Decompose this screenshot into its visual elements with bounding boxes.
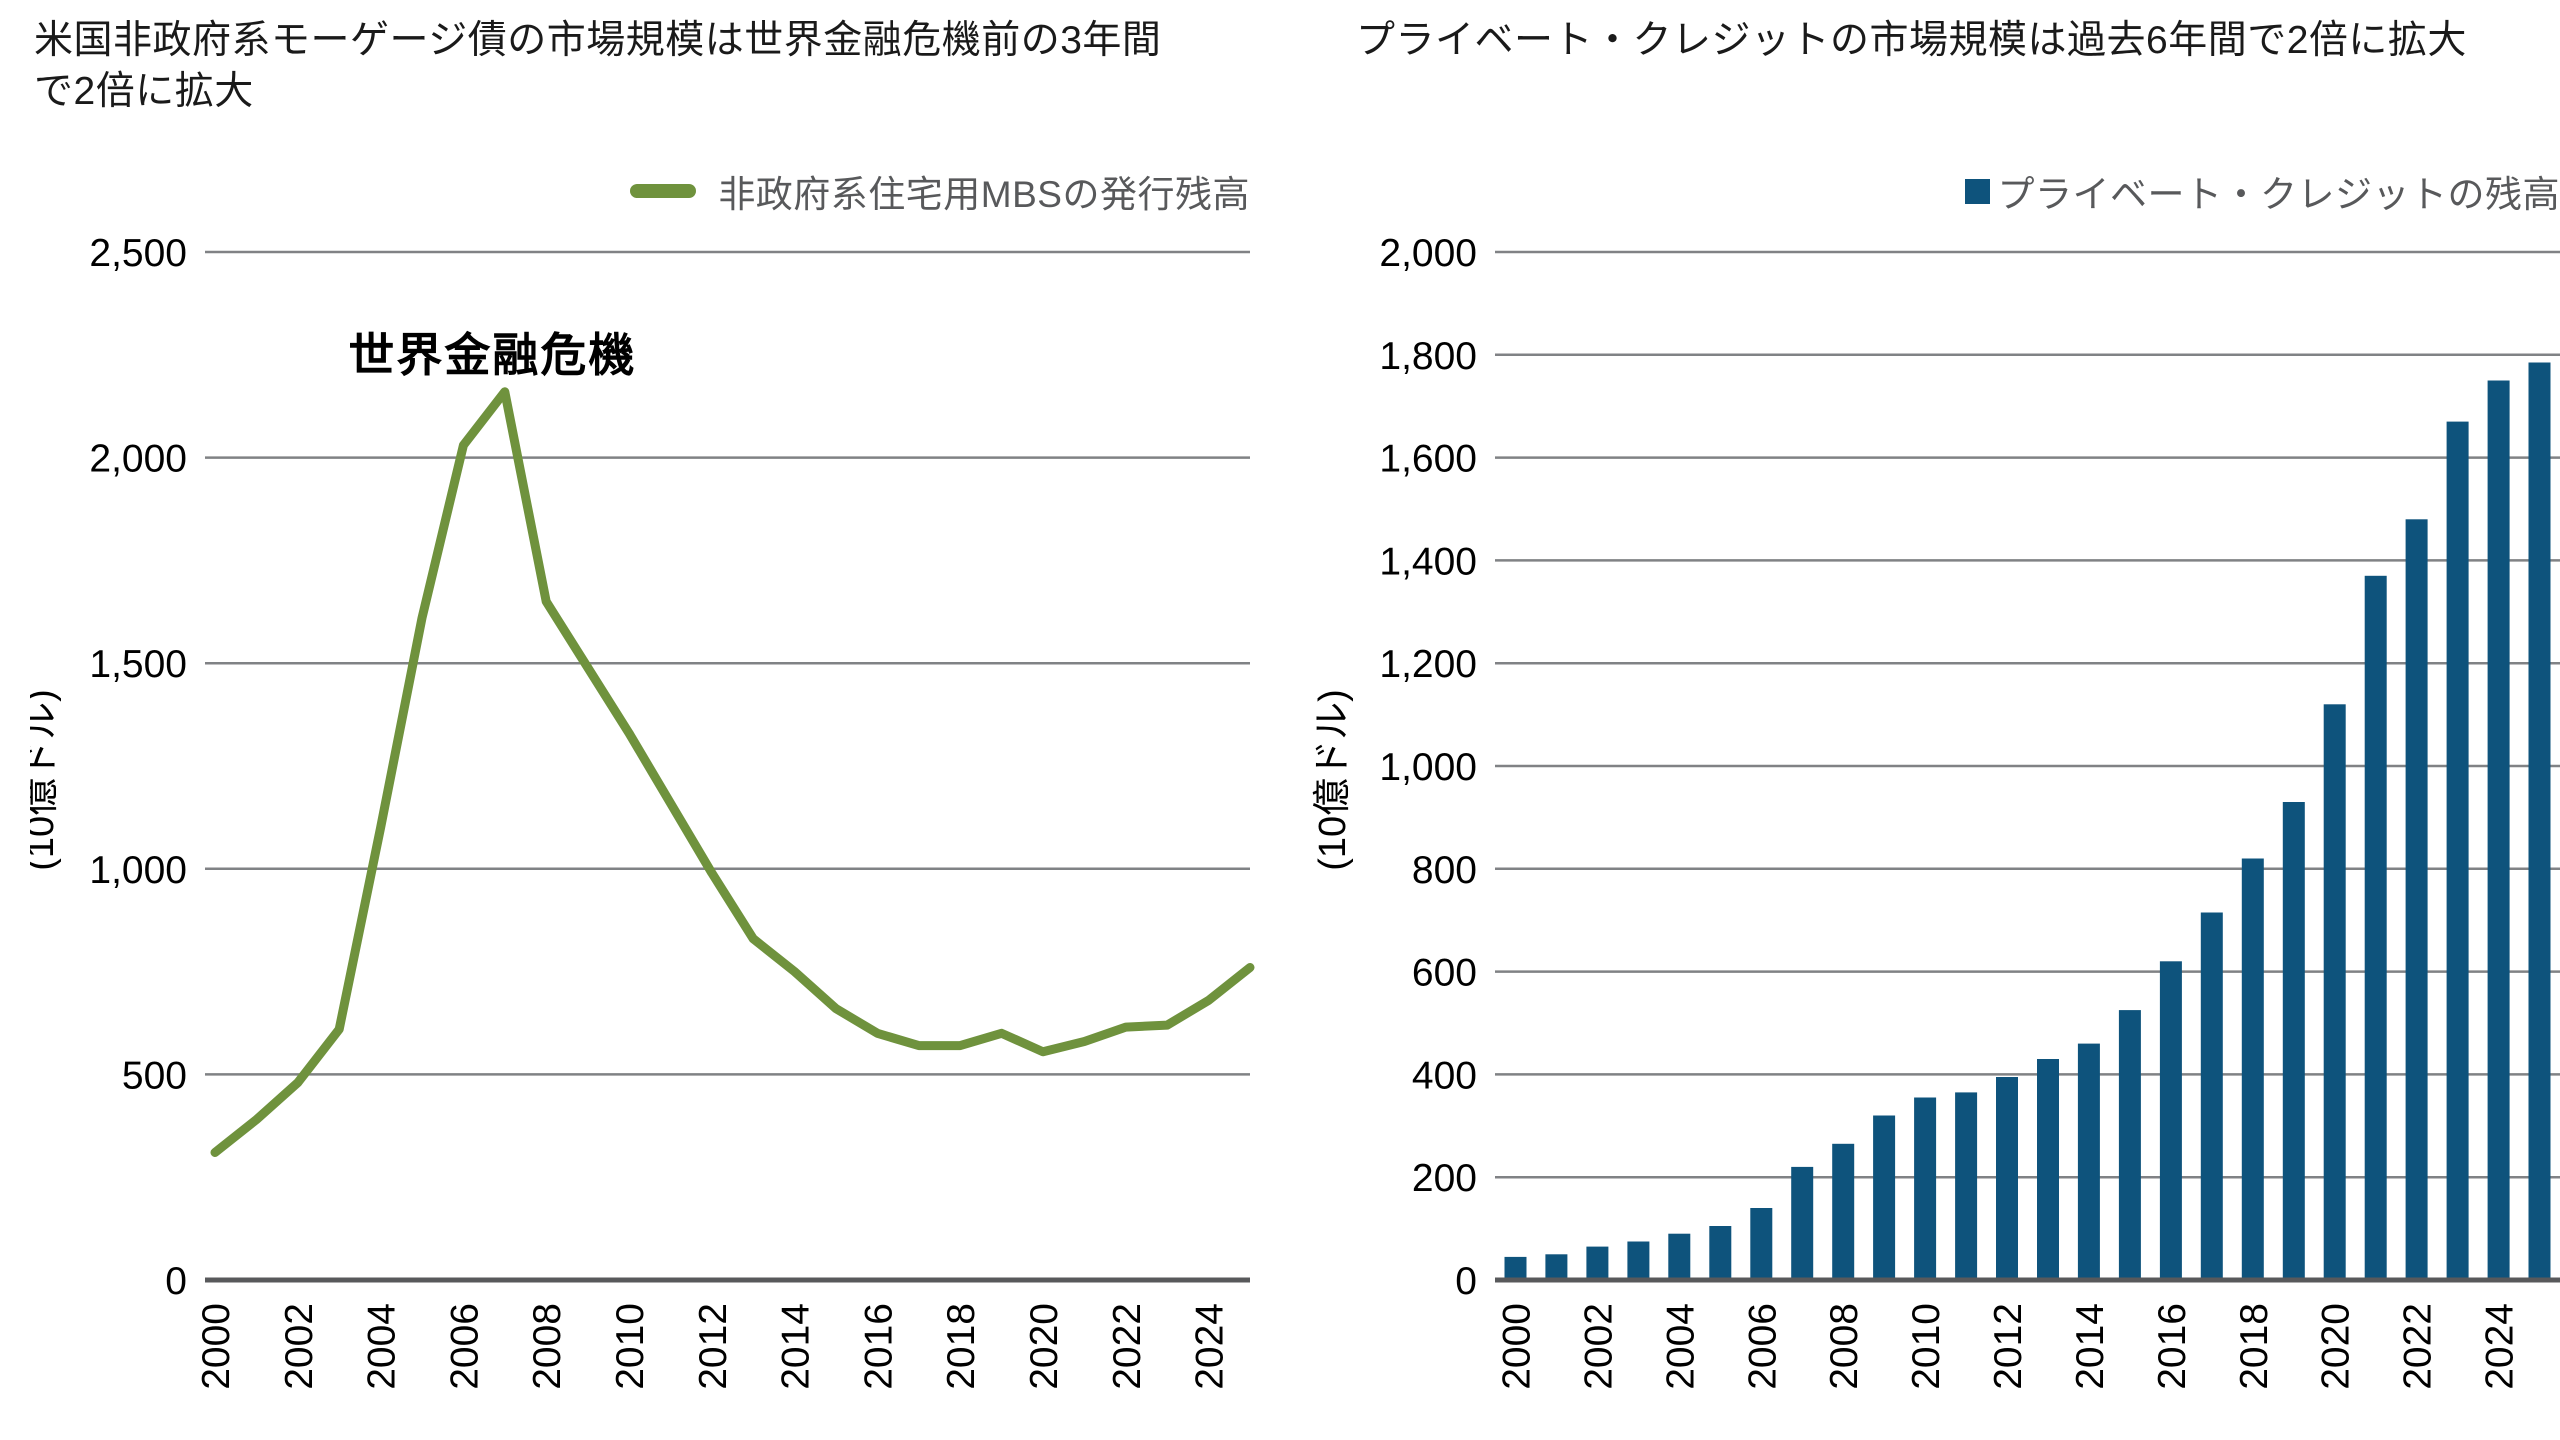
legend-label: プライベート・クレジットの残高: [1997, 174, 2560, 215]
chart-panel-private-credit: プライベート・クレジットの市場規模は過去6年間で2倍に拡大 プライベート・クレジ…: [1300, 16, 2560, 1440]
bar-chart-svg: 0 200 400 600 800 1,000 1,200 1,400 1,600 1,800 2,…: [1312, 235, 2560, 1390]
bar: [1504, 1256, 1527, 1280]
y-tick-label: 400: [1412, 1054, 1477, 1097]
chart-title-mbs: 米国非政府系モーゲージ債の市場規模は世界金融危機前の3年間 で2倍に拡大: [30, 16, 1260, 117]
y-tick-label: 1,000: [1379, 746, 1477, 789]
annotation-label: 世界金融危機: [348, 329, 636, 381]
bar: [2037, 1059, 2059, 1280]
x-tick-label: 2018: [940, 1303, 983, 1390]
x-tick-label: 2018: [2233, 1303, 2276, 1390]
bar: [2118, 1010, 2141, 1280]
bar: [2528, 362, 2551, 1280]
bar: [1545, 1254, 1568, 1280]
bar: [2200, 912, 2223, 1280]
y-tick-label: 800: [1412, 849, 1477, 892]
chart-title-line: 米国非政府系モーゲージ債の市場規模は世界金融危機前の3年間: [34, 19, 1162, 62]
y-tick-label: 600: [1412, 952, 1477, 995]
x-tick-label: 2022: [2397, 1303, 2440, 1390]
x-tick-label: 2006: [443, 1303, 486, 1390]
legend-mbs: 非政府系住宅用MBSの発行残高: [30, 166, 1260, 216]
y-tick-label: 200: [1412, 1157, 1477, 1200]
bar: [2159, 961, 2182, 1280]
y-tick-label: 0: [165, 1260, 187, 1303]
x-tick-label: 2016: [2151, 1303, 2194, 1390]
chart-title-private-credit: プライベート・クレジットの市場規模は過去6年間で2倍に拡大: [1300, 16, 2560, 67]
y-tick-label: 1,600: [1379, 438, 1477, 481]
x-tick-label: 2016: [857, 1303, 900, 1390]
bar: [1791, 1166, 1814, 1280]
bar: [1873, 1115, 1896, 1280]
y-tick-label: 1,800: [1379, 335, 1477, 378]
x-tick-label: 2000: [1495, 1303, 1538, 1390]
y-tick-label: 1,200: [1379, 643, 1477, 686]
x-tick-label: 2022: [1106, 1303, 1149, 1390]
y-axis-unit-label: (10億ドル): [1312, 689, 1354, 871]
x-tick-label: 2020: [1023, 1303, 1066, 1390]
bar: [1627, 1241, 1650, 1280]
line-series-marker-icon: [630, 184, 697, 198]
bar: [1832, 1143, 1855, 1280]
x-tick-label: 2024: [1189, 1303, 1232, 1390]
x-tick-label: 2006: [1741, 1303, 1784, 1390]
bar: [2446, 421, 2469, 1281]
x-tick-label: 2014: [775, 1303, 818, 1390]
bar: [1750, 1208, 1773, 1280]
bar: [1996, 1077, 2018, 1280]
legend-item: 非政府系住宅用MBSの発行残高: [630, 164, 1250, 218]
x-tick-label: 2002: [278, 1303, 321, 1390]
y-tick-label: 2,000: [1379, 235, 1477, 275]
bar: [2405, 519, 2428, 1280]
legend-item: プライベート・クレジットの残高: [1964, 164, 2560, 218]
x-tick-label: 2008: [1823, 1303, 1866, 1390]
chart-title-line: で2倍に拡大: [34, 69, 254, 113]
bar: [1586, 1246, 1609, 1280]
line-series: [210, 387, 1255, 1157]
x-tick-label: 2010: [609, 1303, 652, 1390]
legend-private-credit: プライベート・クレジットの残高: [1300, 166, 2560, 216]
chart-title-line: プライベート・クレジットの市場規模は過去6年間で2倍に拡大: [1356, 19, 2467, 62]
bar: [2487, 380, 2510, 1280]
bar: [2241, 858, 2264, 1280]
x-tick-label: 2000: [195, 1303, 238, 1390]
bar: [1668, 1233, 1691, 1280]
bar: [1955, 1092, 1978, 1280]
y-tick-label: 1,500: [89, 643, 187, 686]
chart-panel-mbs: 米国非政府系モーゲージ債の市場規模は世界金融危機前の3年間 で2倍に拡大 非政府…: [30, 16, 1260, 1440]
bar: [2282, 802, 2305, 1280]
bar: [1709, 1226, 1732, 1280]
x-tick-label: 2010: [1905, 1303, 1948, 1390]
legend-label: 非政府系住宅用MBSの発行残高: [718, 174, 1250, 215]
y-tick-label: 1,400: [1379, 540, 1477, 583]
x-tick-label: 2012: [692, 1303, 735, 1390]
x-tick-label: 2020: [2315, 1303, 2358, 1390]
y-tick-label: 2,000: [89, 438, 187, 481]
bar: [2323, 704, 2346, 1280]
y-tick-label: 500: [122, 1054, 187, 1097]
x-tick-label: 2008: [526, 1303, 569, 1390]
bar: [1914, 1097, 1937, 1280]
x-tick-label: 2002: [1577, 1303, 1620, 1390]
y-tick-label: 2,500: [89, 235, 187, 275]
y-axis-unit-label: (10億ドル): [30, 689, 62, 871]
y-tick-label: 0: [1455, 1260, 1477, 1303]
bar-series-marker-icon: [1964, 178, 1990, 204]
x-tick-label: 2004: [361, 1303, 404, 1390]
y-tick-label: 1,000: [89, 849, 187, 892]
x-tick-label: 2004: [1659, 1303, 1702, 1390]
x-tick-label: 2012: [1987, 1303, 2030, 1390]
line-chart-svg: 0 500 1,000 1,500 2,000 2,500 2000 2002 2004 2006…: [30, 235, 1255, 1390]
bar: [2077, 1043, 2100, 1280]
bar: [2364, 575, 2387, 1280]
x-tick-label: 2024: [2479, 1303, 2522, 1390]
x-tick-label: 2014: [2069, 1303, 2112, 1390]
